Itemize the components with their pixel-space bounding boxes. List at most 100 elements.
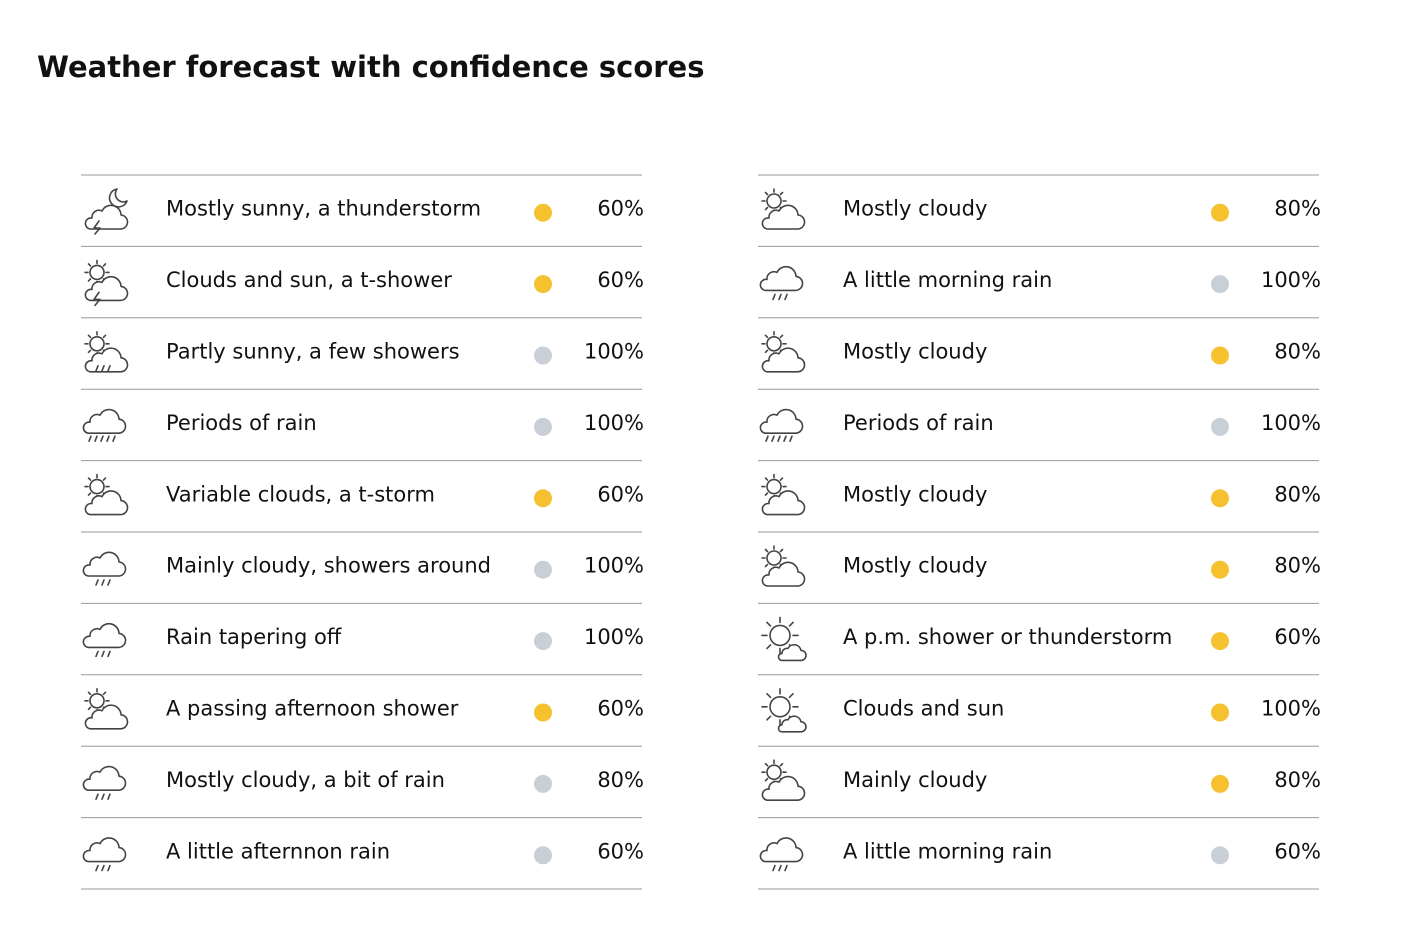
icon-part	[761, 490, 806, 516]
weather-icon	[761, 545, 806, 587]
icon-part	[82, 622, 127, 649]
forecast-text: Periods of rain	[166, 411, 317, 435]
icon-part	[761, 775, 806, 802]
confidence-text: 60%	[597, 697, 644, 721]
weather-icon	[759, 837, 804, 872]
icon-part	[761, 204, 806, 230]
confidence-text: 80%	[1274, 768, 1321, 792]
weather-icon	[761, 473, 806, 516]
confidence-dot	[1211, 346, 1229, 365]
weather-icon	[82, 551, 127, 586]
weather-icon	[84, 687, 129, 730]
icon-part	[761, 561, 806, 587]
forecast-text: Mainly cloudy, showers around	[166, 554, 491, 578]
confidence-text: 80%	[1274, 197, 1321, 221]
forecast-text: Mostly cloudy	[843, 197, 987, 221]
confidence-text: 60%	[1274, 625, 1321, 649]
confidence-text: 100%	[584, 411, 644, 435]
confidence-text: 100%	[1261, 411, 1321, 435]
icon-part	[761, 347, 806, 373]
confidence-dot	[1211, 703, 1229, 722]
confidence-text: 80%	[1274, 554, 1321, 578]
weather-icon	[759, 408, 804, 443]
forecast-text: Mostly cloudy, a bit of rain	[166, 768, 445, 792]
icon-part	[95, 650, 111, 658]
forecast-text: Partly sunny, a few showers	[166, 340, 460, 364]
confidence-text: 100%	[584, 340, 644, 364]
weather-icon	[82, 622, 127, 658]
confidence-dot	[534, 632, 552, 651]
confidence-dot	[534, 203, 552, 222]
weather-icon	[84, 259, 129, 307]
forecast-text: Mostly cloudy	[843, 340, 987, 364]
forecast-text: Rain tapering off	[166, 625, 342, 649]
icon-part	[95, 579, 111, 586]
page-title: Weather forecast with confidence scores	[37, 50, 704, 84]
confidence-dot	[534, 489, 552, 508]
icon-part	[84, 704, 129, 730]
icon-part	[108, 188, 128, 208]
icon-part	[84, 347, 129, 373]
icon-part	[765, 435, 793, 443]
confidence-dot	[534, 774, 552, 793]
confidence-text: 80%	[597, 768, 644, 792]
icon-part	[82, 765, 127, 792]
confidence-dot	[1211, 774, 1229, 793]
confidence-text: 60%	[597, 268, 644, 292]
weather-icon	[84, 330, 129, 373]
forecast-text: Clouds and sun	[843, 697, 1004, 721]
confidence-text: 100%	[1261, 697, 1321, 721]
weather-icon	[759, 265, 804, 301]
confidence-dot	[534, 417, 552, 436]
weather-icon	[761, 616, 807, 662]
forecast-text: Variable clouds, a t-storm	[166, 482, 435, 506]
confidence-dot	[534, 275, 552, 294]
confidence-dot	[1211, 417, 1229, 436]
confidence-text: 80%	[1274, 482, 1321, 506]
icon-part	[772, 864, 788, 872]
weather-icon	[82, 765, 127, 801]
forecast-text: Mostly sunny, a thunderstorm	[166, 197, 481, 221]
icon-part	[759, 265, 804, 292]
forecast-text: A passing afternoon shower	[166, 697, 459, 721]
confidence-dot	[1211, 560, 1229, 579]
confidence-text: 100%	[584, 554, 644, 578]
confidence-dot	[534, 703, 552, 722]
icon-part	[761, 616, 807, 662]
icon-part	[95, 793, 111, 801]
confidence-dot	[1211, 203, 1229, 222]
confidence-dot	[1211, 846, 1229, 865]
confidence-text: 60%	[597, 839, 644, 863]
forecast-text: Clouds and sun, a t-shower	[166, 268, 452, 292]
confidence-text: 60%	[1274, 839, 1321, 863]
icon-part	[82, 837, 127, 863]
icon-part	[88, 435, 116, 443]
confidence-dot	[1211, 632, 1229, 651]
icon-part	[759, 837, 804, 863]
confidence-dot	[534, 346, 552, 365]
confidence-text: 60%	[597, 197, 644, 221]
confidence-dot	[1211, 275, 1229, 294]
forecast-text: Periods of rain	[843, 411, 994, 435]
forecast-text: Mainly cloudy	[843, 768, 987, 792]
icon-part	[772, 293, 788, 301]
icon-part	[759, 408, 804, 435]
confidence-text: 100%	[1261, 268, 1321, 292]
icon-part	[761, 687, 807, 733]
weather-icon	[761, 687, 807, 733]
forecast-text: Mostly cloudy	[843, 482, 987, 506]
icon-part	[82, 551, 127, 577]
weather-icon	[84, 473, 129, 516]
forecast-text: A little morning rain	[843, 839, 1052, 863]
confidence-dot	[534, 846, 552, 865]
weather-icon	[84, 188, 129, 235]
forecast-text: A little morning rain	[843, 268, 1052, 292]
icon-part	[82, 408, 127, 435]
forecast-text: Mostly cloudy	[843, 554, 987, 578]
confidence-text: 60%	[597, 482, 644, 506]
weather-icon	[761, 188, 806, 230]
forecast-tables: Mostly sunny, a thunderstorm 60% Clouds an…	[81, 174, 1321, 890]
confidence-text: 100%	[584, 625, 644, 649]
weather-icon	[761, 759, 806, 802]
